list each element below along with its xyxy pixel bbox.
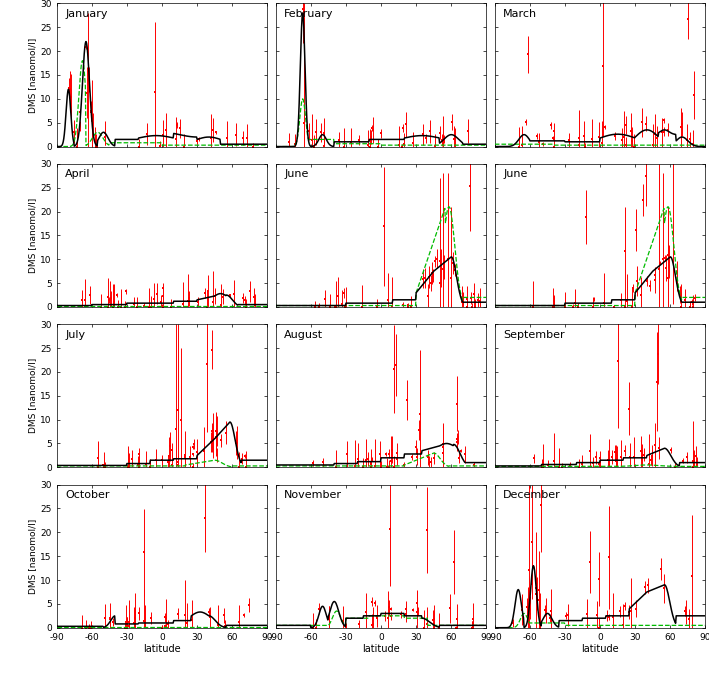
Y-axis label: DMS [nanomol/l]: DMS [nanomol/l] xyxy=(28,518,38,594)
Text: June: June xyxy=(284,169,308,180)
Text: March: March xyxy=(503,9,537,19)
Text: September: September xyxy=(503,330,565,340)
Y-axis label: DMS [nanomol/l]: DMS [nanomol/l] xyxy=(28,358,38,433)
X-axis label: latitude: latitude xyxy=(362,645,400,654)
Text: June: June xyxy=(503,169,527,180)
X-axis label: latitude: latitude xyxy=(581,645,619,654)
X-axis label: latitude: latitude xyxy=(143,645,181,654)
Text: July: July xyxy=(65,330,85,340)
Y-axis label: DMS [nanomol/l]: DMS [nanomol/l] xyxy=(28,37,38,113)
Text: August: August xyxy=(284,330,323,340)
Text: January: January xyxy=(65,9,108,19)
Text: October: October xyxy=(65,490,110,500)
Text: April: April xyxy=(65,169,91,180)
Y-axis label: DMS [nanomol/l]: DMS [nanomol/l] xyxy=(28,198,38,273)
Text: December: December xyxy=(503,490,561,500)
Text: November: November xyxy=(284,490,342,500)
Text: February: February xyxy=(284,9,334,19)
